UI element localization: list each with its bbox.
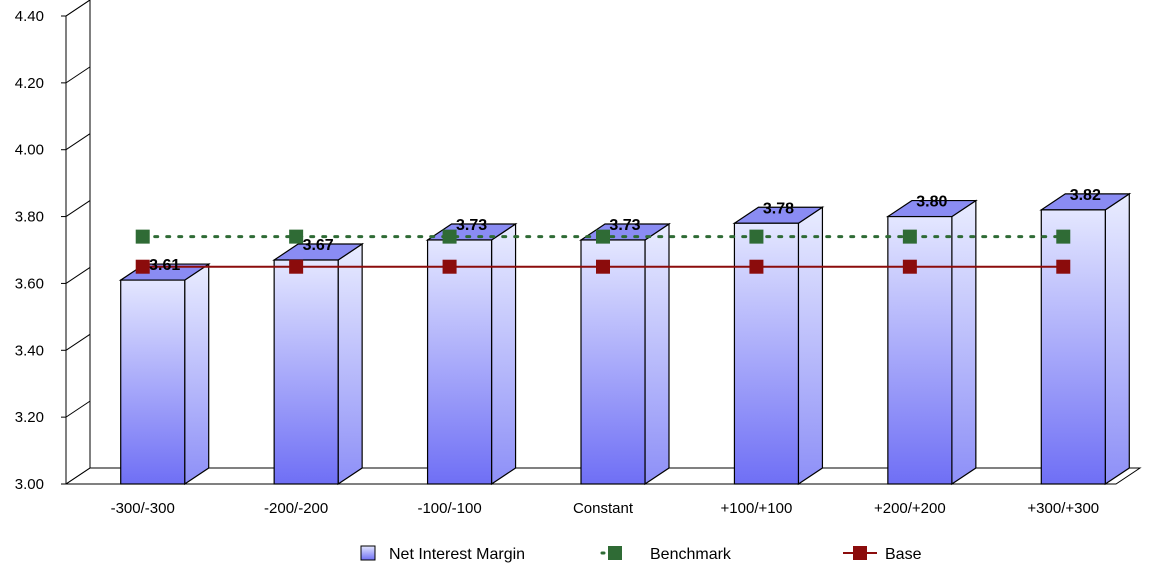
benchmark-marker xyxy=(135,229,150,244)
x-tick-label: +100/+100 xyxy=(721,500,793,517)
bar-side xyxy=(951,199,977,486)
x-tick-label: +300/+300 xyxy=(1027,500,1099,517)
y-tick-diagonal xyxy=(65,133,91,151)
bar-side xyxy=(337,242,363,486)
y-tick-label: 3.40 xyxy=(15,342,44,359)
legend-marker-benchmark xyxy=(608,546,622,560)
bar xyxy=(885,199,978,486)
bar-front xyxy=(120,279,186,485)
bar-front xyxy=(1040,209,1106,485)
legend-swatch-net-interest-margin xyxy=(360,545,376,561)
y-tick-label: 3.80 xyxy=(15,209,44,226)
base-marker xyxy=(749,259,764,274)
y-tick-label: 3.20 xyxy=(15,409,44,426)
bar-data-label: 3.78 xyxy=(763,200,794,217)
y-tick-label: 4.00 xyxy=(15,142,44,159)
bar-data-label: 3.73 xyxy=(456,217,487,234)
bar-front xyxy=(273,259,339,485)
base-marker xyxy=(442,259,457,274)
series-lines: 3.61 3.67 3.73 3.73 3.78 3.80 3.82 xyxy=(135,187,1101,274)
x-axis-ticks: -300/-300 -200/-200 -100/-100 Constant +100/… xyxy=(111,500,1100,517)
bar-side xyxy=(797,206,824,486)
y-tick-label: 3.00 xyxy=(15,476,44,493)
bar-front xyxy=(733,222,800,485)
y-tick-label: 3.60 xyxy=(15,275,44,292)
legend-label-benchmark: Benchmark xyxy=(650,546,732,563)
base-marker xyxy=(902,259,917,274)
base-marker xyxy=(1056,259,1071,274)
bar-data-label: 3.67 xyxy=(303,237,334,254)
bar-data-label: 3.82 xyxy=(1070,187,1101,204)
legend-marker-base xyxy=(853,546,867,560)
y-tick-diagonal xyxy=(65,200,91,217)
base-marker xyxy=(596,259,610,274)
benchmark-marker xyxy=(596,229,610,244)
bar-data-label: 3.80 xyxy=(916,194,947,211)
y-tick-diagonal xyxy=(65,0,91,17)
x-tick-label: -100/-100 xyxy=(417,500,481,517)
legend-label-base: Base xyxy=(885,546,922,563)
bar xyxy=(732,206,825,486)
x-tick-label: -200/-200 xyxy=(264,500,328,517)
legend-label-net-interest-margin: Net Interest Margin xyxy=(389,546,525,563)
y-tick-diagonal xyxy=(65,66,91,84)
benchmark-marker xyxy=(902,229,917,244)
bar-side xyxy=(644,222,670,486)
base-marker xyxy=(289,259,304,274)
bar-data-label: 3.61 xyxy=(149,257,180,274)
y-tick-label: 4.40 xyxy=(15,8,44,25)
y-tick-diagonal xyxy=(65,467,91,485)
bar-side xyxy=(490,222,517,486)
y-tick-label: 4.20 xyxy=(15,75,44,92)
y-axis-ticks: 3.00 3.20 3.40 3.60 3.80 4.00 4.20 4.40 xyxy=(15,0,91,493)
bar xyxy=(579,222,671,486)
bar-front xyxy=(426,239,493,485)
bar-data-label: 3.73 xyxy=(609,217,640,234)
bar xyxy=(272,242,365,486)
bar xyxy=(1039,192,1132,486)
x-tick-label: Constant xyxy=(573,500,634,517)
benchmark-marker xyxy=(749,229,764,244)
x-tick-label: +200/+200 xyxy=(874,500,946,517)
bar-front xyxy=(887,215,953,485)
bars xyxy=(118,192,1132,486)
bar xyxy=(118,262,211,486)
benchmark-marker xyxy=(1056,229,1071,244)
benchmark-marker xyxy=(442,229,457,244)
bar-side xyxy=(1104,192,1130,486)
y-tick-diagonal xyxy=(65,333,91,351)
legend: Net Interest Margin Benchmark Base xyxy=(360,545,922,563)
x-tick-label: -300/-300 xyxy=(111,500,175,517)
bar-side xyxy=(184,262,210,486)
benchmark-marker xyxy=(289,229,304,244)
back-wall-left xyxy=(65,0,91,484)
bar-front xyxy=(580,239,646,485)
bar xyxy=(425,222,518,486)
base-marker xyxy=(135,259,150,274)
y-tick-diagonal xyxy=(65,267,91,284)
y-tick-diagonal xyxy=(65,400,91,418)
